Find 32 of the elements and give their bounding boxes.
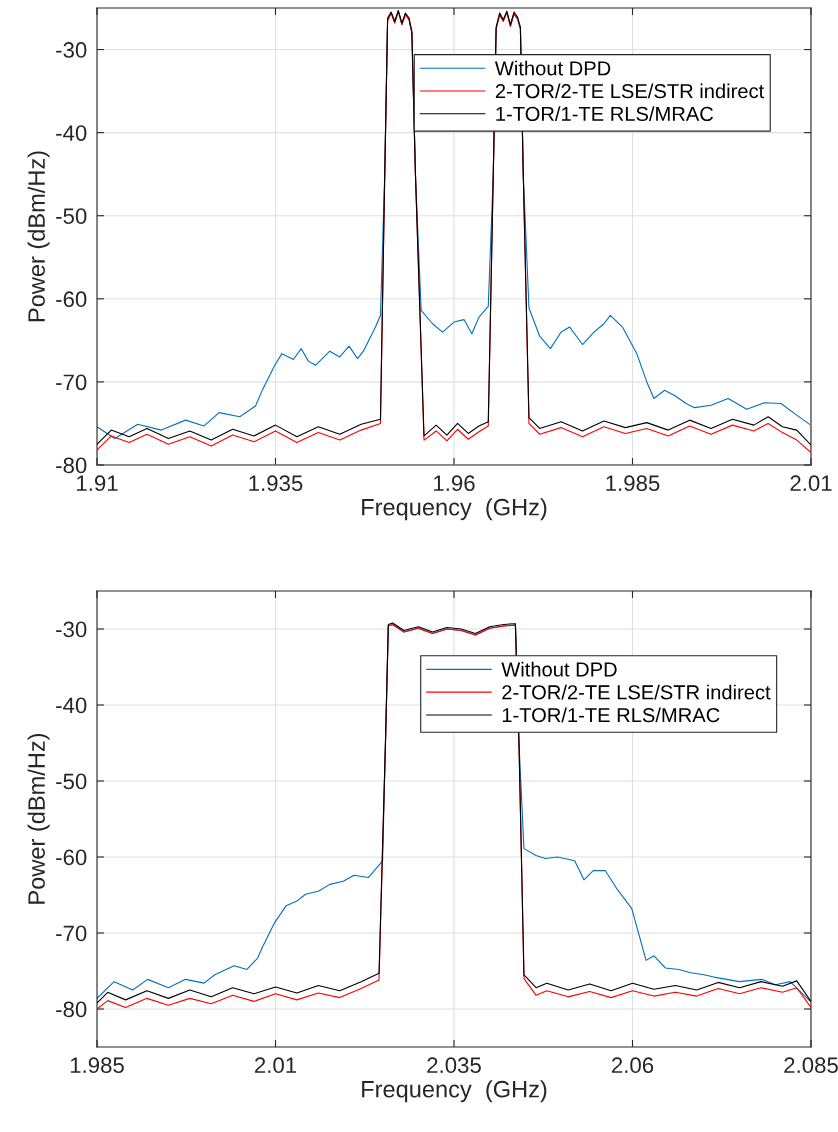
y-tick-label: -70 — [56, 374, 87, 391]
y-tick-label: -70 — [56, 925, 87, 942]
y-tick-label: -80 — [56, 457, 87, 474]
x-axis-title: Frequency (GHz) — [362, 498, 547, 521]
y-tick-label: -80 — [56, 1001, 87, 1018]
x-tick-label: 1.935 — [249, 475, 303, 492]
legend-label: 1-TOR/1-TE RLS/MRAC — [496, 106, 714, 122]
y-axis-title: Power (dBm/Hz) — [27, 733, 50, 904]
x-tick-label: 1.91 — [77, 475, 118, 492]
legend-label: Without DPD — [501, 661, 617, 677]
y-tick-label: -40 — [56, 697, 87, 714]
y-tick-label: -30 — [56, 621, 87, 638]
y-tick-label: -50 — [56, 773, 87, 790]
y-tick-label: -40 — [56, 125, 87, 141]
y-tick-label: -60 — [56, 849, 87, 866]
x-tick-label: 1.985 — [70, 1057, 124, 1074]
x-tick-label: 1.985 — [606, 475, 660, 492]
y-tick-label: -30 — [56, 42, 87, 58]
x-axis-title: Frequency (GHz) — [362, 1080, 547, 1103]
legend-label: 1-TOR/1-TE RLS/MRAC — [502, 707, 720, 723]
x-tick-label: 2.06 — [611, 1057, 654, 1074]
x-tick-label: 2.01 — [254, 1057, 297, 1074]
legend-label: 2-TOR/2-TE LSE/STR indirect — [502, 684, 771, 700]
x-tick-label: 2.085 — [784, 1057, 838, 1074]
y-tick-label: -50 — [56, 208, 87, 224]
legend-label: 2-TOR/2-TE LSE/STR indirect — [495, 83, 765, 99]
x-tick-label: 2.01 — [790, 475, 832, 492]
y-tick-label: -60 — [56, 291, 87, 308]
x-tick-label: 1.96 — [434, 475, 475, 492]
legend-label: Without DPD — [494, 60, 611, 76]
x-tick-label: 2.035 — [427, 1057, 481, 1074]
y-axis-title: Power (dBm/Hz) — [27, 151, 50, 322]
